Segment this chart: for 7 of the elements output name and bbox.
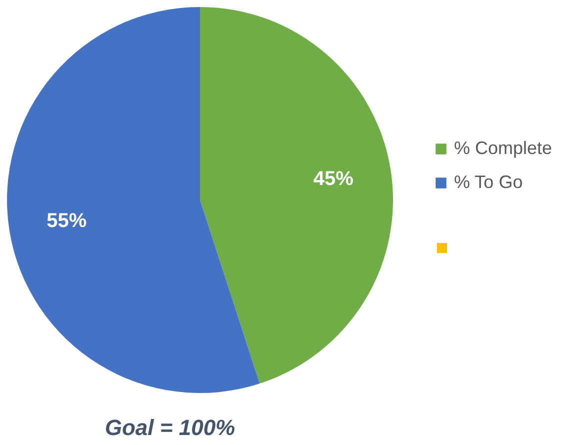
pie-slice [200, 7, 393, 384]
data-label: 45% [313, 168, 354, 190]
data-label: 55% [46, 210, 87, 232]
pie-slice [7, 7, 260, 393]
legend-label: % Complete [454, 138, 552, 158]
text: Goal = 100% [104, 415, 236, 440]
legend-label: % To Go [454, 172, 523, 192]
